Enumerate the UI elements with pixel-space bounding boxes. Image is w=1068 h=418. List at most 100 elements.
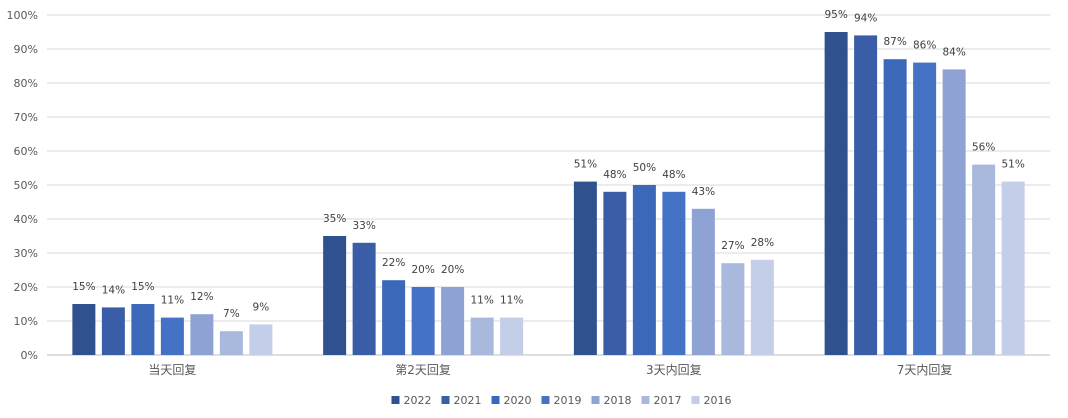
bar-2018-2 [441, 287, 465, 355]
legend[interactable]: 2022 2021 2020 2019 2018 2017 2016 [391, 394, 732, 407]
legend-swatch [491, 396, 500, 404]
data-label: 9% [253, 301, 270, 313]
legend-swatch [391, 396, 400, 404]
data-label: 48% [603, 169, 626, 181]
bar-2019-3 [662, 191, 686, 355]
bar-2016-4 [1001, 181, 1025, 355]
legend-label: 2017 [654, 394, 682, 407]
category-label: 3天内回复 [646, 363, 702, 377]
bar-2019-1 [160, 317, 184, 355]
bar-2019-2 [411, 287, 435, 355]
y-tick-label: 80% [14, 77, 38, 90]
data-label: 86% [913, 40, 936, 52]
legend-swatch [641, 396, 650, 404]
bar-2021-3 [603, 191, 627, 355]
data-label: 51% [574, 159, 597, 171]
bar-2020-3 [632, 185, 656, 355]
legend-item-2021[interactable]: 2021 [441, 394, 482, 407]
data-label: 95% [824, 9, 847, 21]
bar-2017-3 [721, 263, 745, 355]
data-label: 7% [223, 308, 240, 320]
category-label: 7天内回复 [897, 363, 953, 377]
x-axis-categories: 当天回复 第2天回复 3天内回复 7天内回复 [148, 363, 952, 377]
bars [72, 32, 1025, 356]
data-label: 11% [161, 295, 184, 307]
data-label: 15% [131, 281, 154, 293]
data-label: 94% [854, 12, 877, 24]
legend-item-2018[interactable]: 2018 [591, 394, 632, 407]
data-label: 87% [883, 36, 906, 48]
bar-2021-2 [352, 242, 376, 355]
bar-2016-3 [750, 259, 774, 355]
bar-2020-4 [883, 59, 907, 355]
bar-2022-2 [323, 236, 347, 355]
legend-item-2017[interactable]: 2017 [641, 394, 682, 407]
legend-label: 2020 [504, 394, 532, 407]
y-tick-label: 50% [14, 179, 38, 192]
data-label: 56% [972, 142, 995, 154]
y-tick-label: 30% [14, 247, 38, 260]
data-label: 20% [441, 264, 464, 276]
legend-swatch [541, 396, 550, 404]
data-label: 11% [500, 295, 523, 307]
legend-label: 2022 [404, 394, 432, 407]
legend-swatch [441, 396, 450, 404]
data-label: 84% [942, 46, 965, 58]
y-tick-label: 100% [7, 9, 38, 22]
data-label: 22% [382, 257, 405, 269]
legend-item-2022[interactable]: 2022 [391, 394, 432, 407]
legend-item-2020[interactable]: 2020 [491, 394, 532, 407]
bar-2016-2 [500, 317, 524, 355]
legend-swatch [591, 396, 600, 404]
data-label: 51% [1001, 159, 1024, 171]
bar-2022-1 [72, 304, 96, 355]
data-label: 11% [470, 295, 493, 307]
y-axis-ticks: 0% 10% 20% 30% 40% 50% 60% 70% 80% 90% 100% [7, 9, 38, 362]
legend-label: 2018 [604, 394, 632, 407]
data-label: 27% [721, 240, 744, 252]
legend-item-2019[interactable]: 2019 [541, 394, 582, 407]
bar-2021-1 [101, 307, 125, 355]
bar-2021-4 [854, 35, 878, 356]
bar-2018-1 [190, 314, 214, 355]
data-label: 35% [323, 213, 346, 225]
legend-swatch [691, 396, 700, 404]
legend-label: 2021 [454, 394, 482, 407]
data-label: 14% [102, 284, 125, 296]
bar-2017-4 [972, 164, 996, 355]
y-tick-label: 0% [21, 349, 38, 362]
bar-2018-3 [691, 208, 715, 355]
category-label: 当天回复 [148, 363, 196, 377]
data-label: 15% [72, 281, 95, 293]
data-label: 48% [662, 169, 685, 181]
bar-2022-3 [573, 181, 597, 355]
y-tick-label: 40% [14, 213, 38, 226]
data-label: 20% [411, 264, 434, 276]
bar-2020-2 [382, 280, 406, 355]
legend-label: 2019 [554, 394, 582, 407]
data-label: 50% [633, 162, 656, 174]
data-label: 33% [352, 220, 375, 232]
y-tick-label: 60% [14, 145, 38, 158]
y-tick-label: 10% [14, 315, 38, 328]
data-labels: 15% 14% 15% 11% 12% 7% 9% 35% 33% 22% 20% 20% 11% 11%… [72, 9, 1025, 320]
gridlines [47, 14, 1050, 356]
bar-2022-4 [824, 32, 848, 355]
bar-2017-2 [470, 317, 494, 355]
category-label: 第2天回复 [395, 363, 451, 377]
y-tick-label: 70% [14, 111, 38, 124]
y-tick-label: 20% [14, 281, 38, 294]
bar-2020-1 [131, 304, 155, 355]
y-tick-label: 90% [14, 43, 38, 56]
bar-2018-4 [942, 69, 966, 356]
bar-2016-1 [249, 324, 273, 355]
legend-item-2016[interactable]: 2016 [691, 394, 732, 407]
data-label: 43% [692, 186, 715, 198]
legend-label: 2016 [704, 394, 732, 407]
data-label: 28% [751, 237, 774, 249]
bar-2017-1 [219, 331, 243, 355]
data-label: 12% [190, 291, 213, 303]
bar-2019-4 [913, 62, 937, 355]
